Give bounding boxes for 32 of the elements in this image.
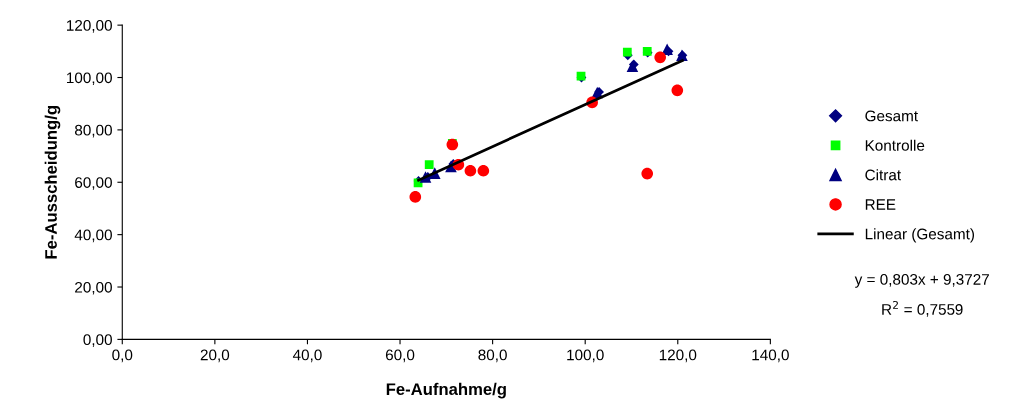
x-tick-label: 60,0 xyxy=(385,349,415,363)
legend-label: Citrat xyxy=(865,169,901,181)
point xyxy=(622,47,632,57)
point xyxy=(641,167,654,180)
legend-label: REE xyxy=(865,199,896,210)
point xyxy=(671,84,684,97)
y-tick-label: 100,00 xyxy=(67,72,112,86)
y-tick-label: 120,00 xyxy=(67,20,112,33)
text: R$^{2}$ = 0,7559 xyxy=(882,300,963,317)
x-tick-label: 80,0 xyxy=(478,349,507,363)
x-tick-label: 0,0 xyxy=(112,349,133,363)
x-tick-label: 140,0 xyxy=(752,349,789,363)
legend-label: Linear (Gesamt) xyxy=(865,228,975,243)
x-tick-label: 40,0 xyxy=(292,349,322,363)
y-axis-title: Fe-Ausscheidung/g xyxy=(44,106,61,259)
x-tick-label: 120,0 xyxy=(659,349,697,363)
x-axis-title: Fe-Aufnahme/g xyxy=(386,382,506,399)
y-tick-label: 40,00 xyxy=(74,229,112,243)
point xyxy=(424,160,434,170)
legend-label: Kontrolle xyxy=(865,139,925,151)
x-tick-label: 100,0 xyxy=(567,349,604,363)
y-tick-label: 60,00 xyxy=(75,177,112,190)
x-tick-label: 20,0 xyxy=(200,349,230,363)
point xyxy=(409,191,422,203)
point xyxy=(464,164,477,177)
legend-label: Gesamt xyxy=(865,110,918,122)
point xyxy=(477,164,490,177)
y-tick-label: 0,00 xyxy=(83,334,112,347)
y-tick-label: 80,00 xyxy=(74,124,112,138)
y-tick-label: 20,00 xyxy=(75,281,112,295)
text: y = 0,803x + 9,3727 xyxy=(854,274,989,288)
point xyxy=(654,51,666,64)
